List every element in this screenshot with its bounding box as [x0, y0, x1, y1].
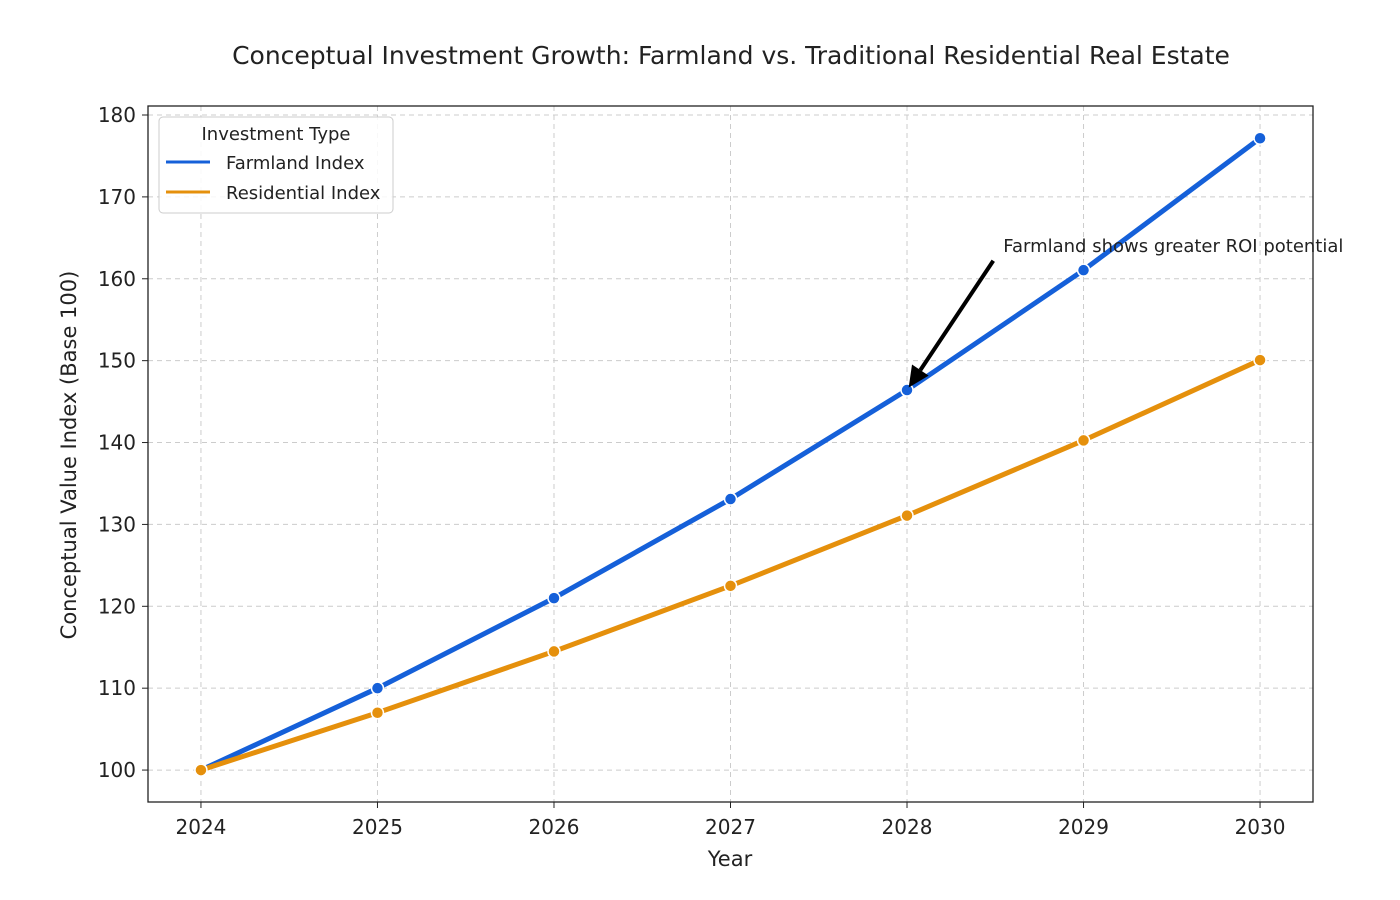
data-point — [547, 644, 561, 659]
legend-box — [158, 116, 394, 214]
y-tick-label: 100 — [98, 758, 136, 782]
legend: Investment Type Farmland Index Residenti… — [158, 116, 394, 214]
y-tick-label: 140 — [98, 431, 136, 455]
annotation-text: Farmland shows greater ROI potential — [1003, 236, 1343, 257]
y-tick-label: 150 — [98, 349, 136, 373]
y-tick-label: 120 — [98, 594, 136, 618]
chart-title: Conceptual Investment Growth: Farmland v… — [232, 41, 1230, 70]
annotation: Farmland shows greater ROI potential — [908, 236, 1343, 388]
data-point — [370, 705, 385, 720]
y-axis-label: Conceptual Value Index (Base 100) — [57, 271, 81, 640]
x-tick-label: 2028 — [882, 815, 933, 839]
series-layer — [194, 131, 1267, 777]
annotation-arrow — [918, 259, 995, 372]
legend-label-residential: Residential Index — [226, 183, 381, 204]
x-tick-label: 2030 — [1235, 815, 1286, 839]
y-tick-label: 160 — [98, 267, 136, 291]
data-point — [1253, 131, 1267, 146]
data-point — [723, 579, 738, 593]
data-point — [900, 508, 914, 523]
data-point — [900, 383, 914, 397]
x-tick-label: 2024 — [176, 815, 227, 839]
data-point — [1076, 263, 1091, 277]
x-tick-label: 2026 — [529, 815, 580, 839]
data-point — [1253, 353, 1267, 367]
x-ticks: 2024 2025 2026 2027 2028 2029 2030 — [176, 802, 1286, 839]
annotation-arrowhead — [908, 364, 929, 388]
data-point — [723, 492, 738, 506]
data-point — [370, 681, 385, 695]
data-point — [1076, 433, 1091, 448]
x-axis-label: Year — [707, 847, 753, 871]
y-ticks: 100 110 120 130 140 150 160 170 180 — [98, 103, 148, 782]
legend-label-farmland: Farmland Index — [226, 153, 365, 174]
legend-title: Investment Type — [201, 124, 350, 145]
data-point — [547, 591, 561, 605]
y-tick-label: 130 — [98, 512, 136, 536]
y-tick-label: 170 — [98, 185, 136, 209]
y-tick-label: 110 — [98, 676, 136, 700]
x-tick-label: 2027 — [705, 815, 756, 839]
x-tick-label: 2029 — [1058, 815, 1109, 839]
y-tick-label: 180 — [98, 103, 136, 127]
x-tick-label: 2025 — [352, 815, 403, 839]
data-point — [194, 763, 208, 777]
